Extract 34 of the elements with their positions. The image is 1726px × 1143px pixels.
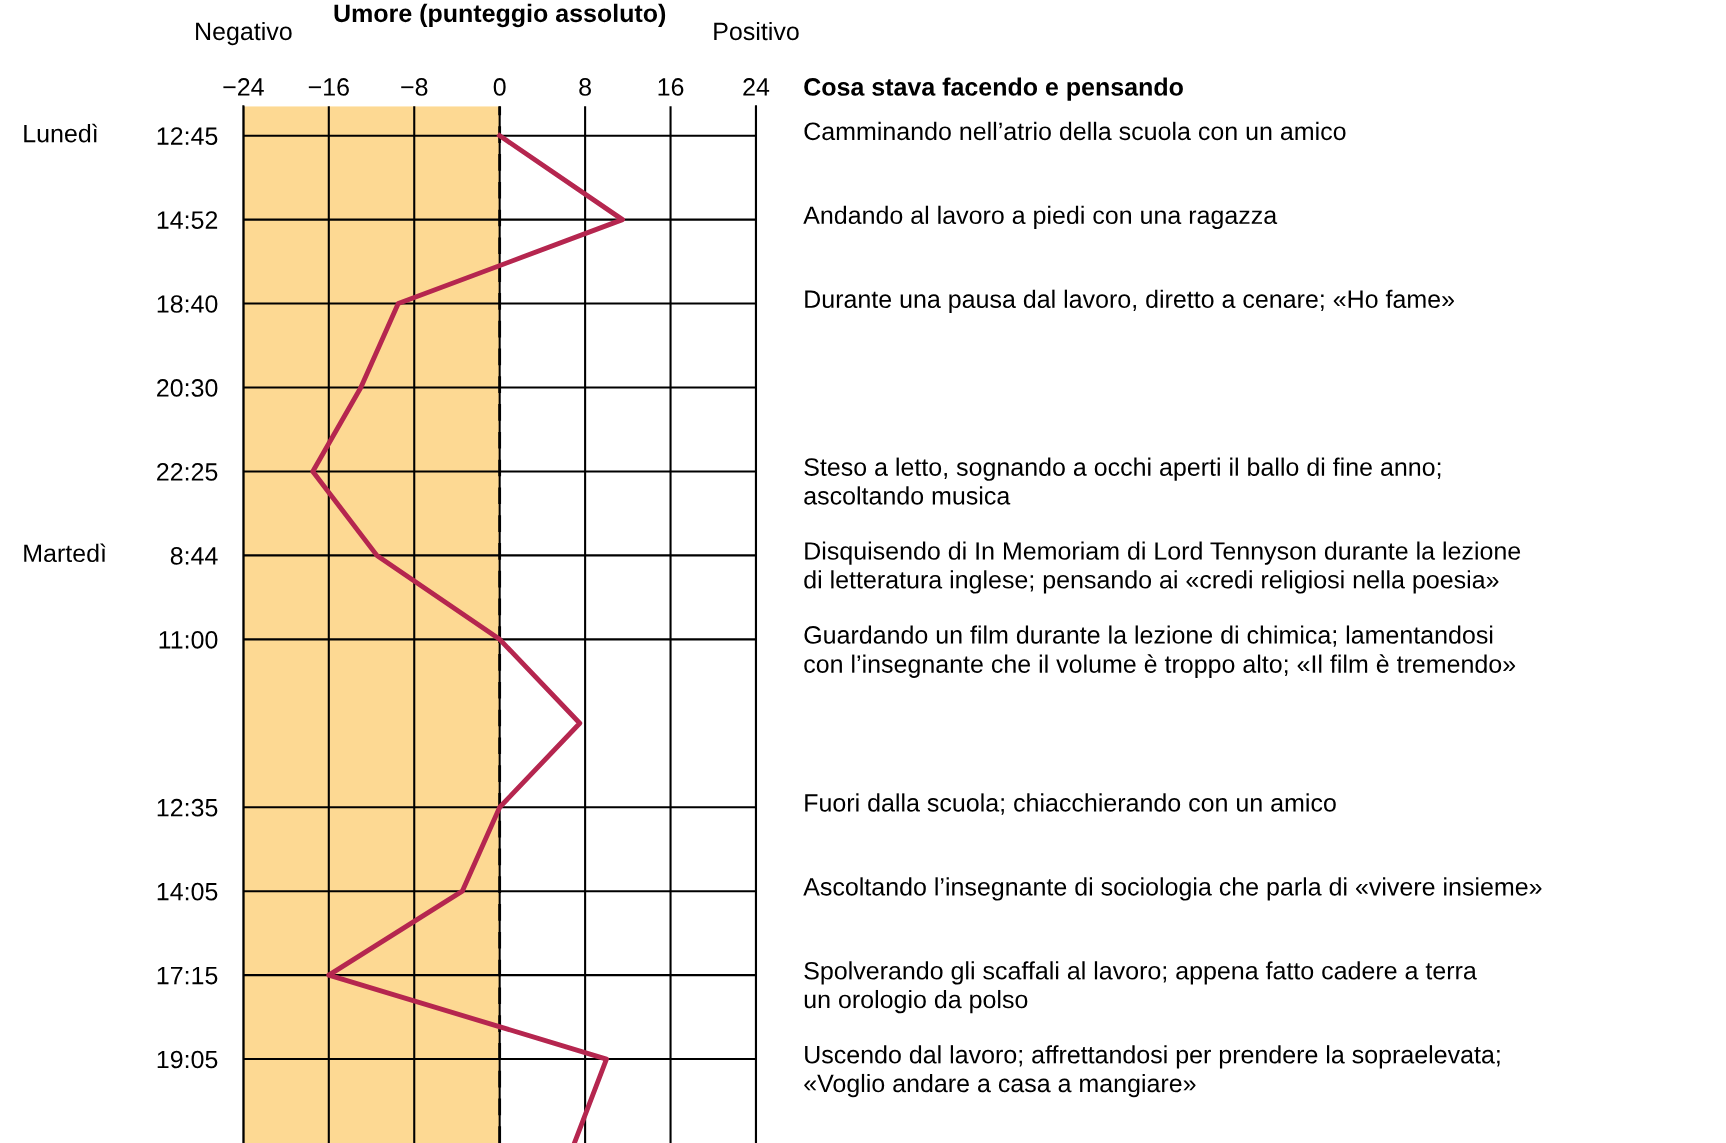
x-tick-label: 16 <box>658 78 684 96</box>
text: Fuori dalla scuola; chiacchierando con un amico <box>805 793 1336 815</box>
x-tick-label: −24 <box>223 78 264 96</box>
y-tick-label: 8:44 <box>170 547 218 565</box>
text: Cosa stava facendo e pensando <box>804 77 1183 101</box>
x-tick-label: −16 <box>308 78 349 96</box>
text: Andando al lavoro a piedi con una ragazza <box>803 205 1278 230</box>
y-tick-label: 12:45 <box>157 127 218 145</box>
text: Ascoltando l’insegnante di sociologia che parla di «vivere insieme» <box>803 877 1542 901</box>
text: Uscendo dal lavoro; affrettandosi per prendere la sopraelevata; «Voglio andare a casa a mangiare» <box>804 1045 1500 1098</box>
text: Camminando nell’atrio della scuola con un amico <box>804 121 1346 141</box>
x-tick-label: 24 <box>743 78 770 96</box>
y-tick-label: 20:30 <box>157 379 218 397</box>
text: Positivo <box>714 21 799 41</box>
y-tick-label: 14:52 <box>157 211 218 229</box>
y-tick-label: 14:05 <box>157 882 218 901</box>
text: Spolverando gli scaffali al lavoro; appena fatto cadere a terra un orologio da polso <box>804 961 1477 1014</box>
text: Guardando un film durante la lezione di chimica; lamentandosi con l’insegnante che il volume è troppo alto; «Il film è tremendo» <box>804 625 1516 678</box>
y-tick-label: 17:15 <box>157 966 218 985</box>
x-tick-label: −8 <box>401 78 428 96</box>
y-tick-label: 11:00 <box>159 630 218 649</box>
y-tick-label: 12:35 <box>157 798 218 817</box>
text: Lunedì <box>24 123 98 143</box>
x-tick-label: 8 <box>579 78 591 96</box>
y-tick-label: 19:05 <box>157 1050 218 1069</box>
text: Negativo <box>196 21 292 46</box>
x-tick-label: 0 <box>493 78 506 96</box>
text: Steso a letto, sognando a occhi aperti il ballo di fine anno; ascoltando musica <box>804 457 1441 505</box>
y-tick-label: 18:40 <box>157 295 218 313</box>
text: Disquisendo di In Memoriam di Lord Tennyson durante la lezione di letteratura inglese; pensando ai «credi religiosi nella poesia» <box>804 541 1521 594</box>
text: Martedì <box>24 543 106 563</box>
y-tick-label: 22:25 <box>157 463 218 481</box>
x-axis-title: Umore (punteggio assoluto) <box>334 3 666 28</box>
text: Durante una pausa dal lavoro, diretto a cenare; «Ho fame» <box>805 289 1454 313</box>
